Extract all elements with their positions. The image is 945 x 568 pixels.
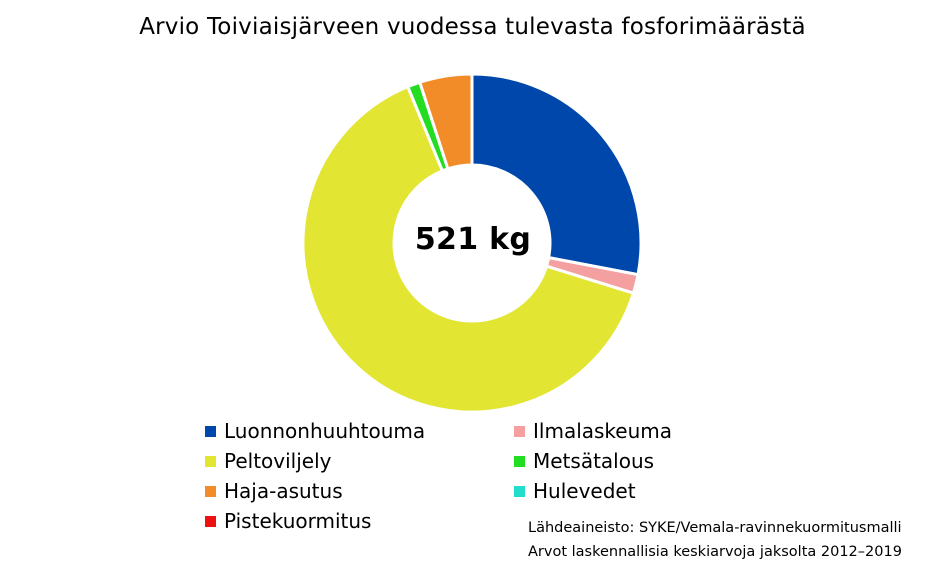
chart-title: Arvio Toiviaisjärveen vuodessa tulevasta… [139, 14, 806, 40]
legend-swatch [205, 515, 216, 527]
legend-swatch [205, 485, 216, 497]
legend-item-metsatalous: Metsätalous [514, 447, 654, 475]
legend-swatch [205, 455, 216, 467]
legend-label: Pistekuormitus [224, 509, 372, 533]
legend-item-haja-asutus: Haja-asutus [205, 477, 343, 505]
pie-slice-haja-asutus [418, 72, 474, 171]
legend-item-pistekuormitus: Pistekuormitus [205, 507, 371, 535]
legend-swatch [514, 425, 525, 437]
legend-item-hulevedet: Hulevedet [514, 477, 636, 505]
source-note-line: Arvot laskennallisia keskiarvoja jaksolt… [528, 544, 902, 560]
legend-label: Haja-asutus [224, 479, 343, 503]
legend-item-luonnonhuuhtouma: Luonnonhuuhtouma [205, 417, 425, 445]
legend-label: Peltoviljely [224, 449, 332, 473]
pie-slice-peltoviljely [301, 85, 635, 414]
pie-slice-luonnonhuuhtouma [470, 72, 643, 277]
legend-label: Metsätalous [533, 449, 655, 473]
legend-label: Luonnonhuuhtouma [224, 419, 426, 443]
source-note: Lähdeaineisto: SYKE/Vemala-ravinnekuormi… [528, 516, 943, 564]
source-note-line: Lähdeaineisto: SYKE/Vemala-ravinnekuormi… [528, 520, 902, 536]
legend-swatch [205, 425, 216, 437]
legend-swatch [514, 455, 525, 467]
legend-swatch [514, 485, 525, 497]
legend-label: Hulevedet [533, 479, 636, 503]
legend-label: Ilmalaskeuma [533, 419, 673, 443]
legend-item-ilmalaskeuma: Ilmalaskeuma [514, 417, 672, 445]
center-total-label: 521 kg [414, 222, 532, 257]
legend-item-peltoviljely: Peltoviljely [205, 447, 332, 475]
